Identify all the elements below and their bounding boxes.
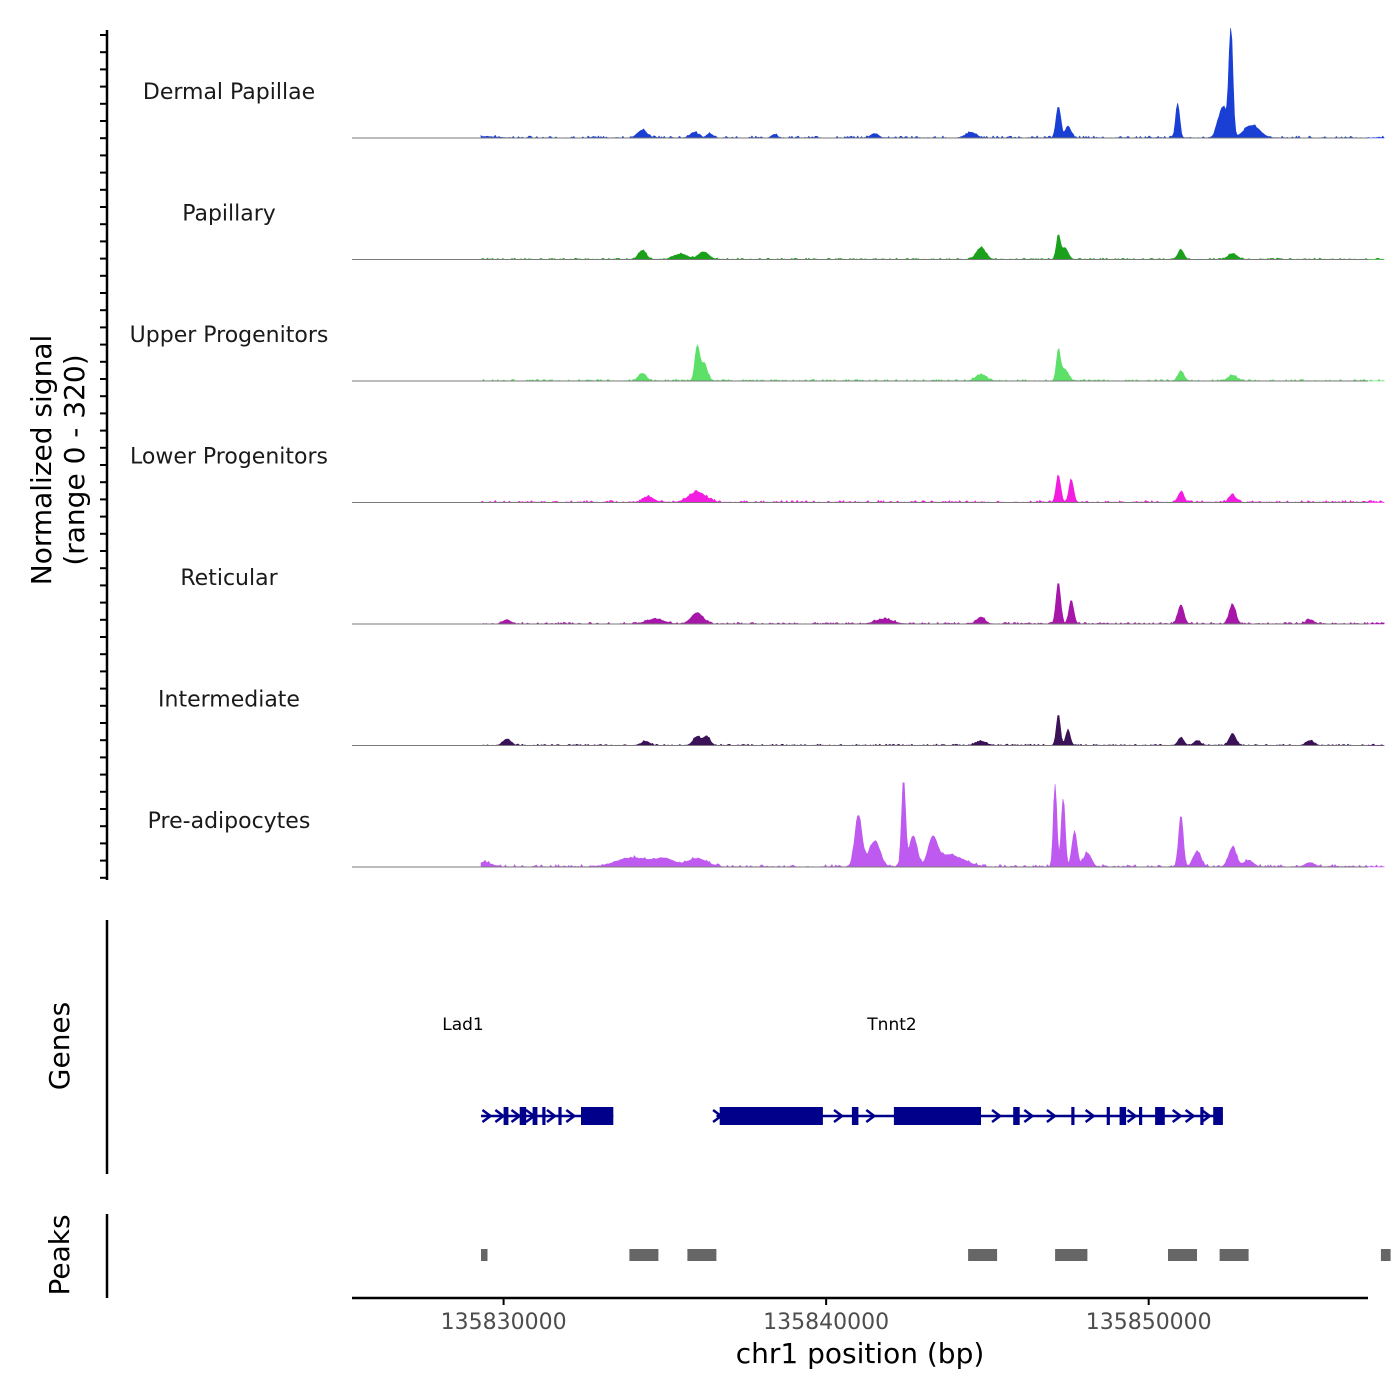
gene-exon	[893, 1107, 981, 1125]
gene-exon	[503, 1107, 509, 1125]
gene-strand-arrow	[1200, 1109, 1212, 1123]
gene-strand-arrow	[991, 1108, 1003, 1124]
peak-region	[1219, 1249, 1249, 1261]
y-axis-title-line-2: (range 0 - 320)	[58, 354, 91, 565]
gene-strand-arrow	[1184, 1109, 1196, 1123]
gene-panel: Genes Lad1 Tnnt2	[43, 920, 1223, 1174]
peak-region	[1168, 1249, 1197, 1261]
gene-strand-arrow	[494, 1109, 506, 1123]
gene-exon	[558, 1107, 562, 1125]
gene-exon	[519, 1107, 527, 1125]
gene-strand-arrow	[1046, 1109, 1057, 1123]
track-label: Reticular	[180, 566, 278, 591]
track-signal-area	[480, 782, 1385, 868]
peak-region	[687, 1249, 717, 1261]
gene-exon	[719, 1107, 823, 1125]
x-tick-label: 135830000	[441, 1310, 567, 1335]
gene-strand-arrow	[481, 1109, 493, 1123]
gene-exon	[1155, 1107, 1165, 1125]
gene-strand-arrow	[712, 1109, 724, 1123]
track-label: Dermal Papillae	[143, 80, 315, 105]
gene-exon	[851, 1107, 859, 1125]
track-intermediate: Intermediate	[158, 688, 1385, 746]
track-signal-area	[480, 474, 1385, 504]
track-signal-area	[480, 234, 1385, 260]
gene-strand-arrow	[865, 1109, 877, 1123]
track-dermal-papillae: Dermal Papillae	[143, 27, 1385, 139]
gene-exon	[1213, 1107, 1223, 1125]
gene-exon	[1106, 1107, 1110, 1125]
track-label: Lower Progenitors	[130, 445, 328, 470]
peak-panel: Peaks	[43, 1214, 1391, 1298]
track-label: Papillary	[182, 202, 276, 227]
gene-strand-arrow	[546, 1109, 558, 1123]
peak-region	[1055, 1249, 1088, 1261]
track-signal-area	[480, 583, 1385, 625]
x-axis: 135830000 135840000 135850000 chr1 position…	[352, 1296, 1368, 1370]
track-label: Upper Progenitors	[130, 323, 329, 348]
gene-exon	[1200, 1107, 1204, 1125]
gene-strand-arrow	[1084, 1109, 1096, 1123]
track-papillary: Papillary	[182, 202, 1385, 260]
peaks-panel-label: Peaks	[43, 1214, 76, 1295]
signal-axis	[100, 30, 109, 880]
gene-strand-arrow	[510, 1109, 522, 1123]
gene-exon	[581, 1107, 614, 1125]
track-upper-progenitors: Upper Progenitors	[130, 323, 1385, 382]
x-tick-label: 135840000	[763, 1310, 889, 1335]
peak-region	[629, 1249, 659, 1261]
track-signal-area	[480, 344, 1385, 382]
gene-label: Lad1	[442, 1015, 484, 1035]
peak-region	[968, 1249, 998, 1261]
gene-strand-arrow	[1023, 1109, 1035, 1123]
track-label: Intermediate	[158, 688, 300, 713]
x-tick-label: 135850000	[1086, 1310, 1212, 1335]
gene-strand-arrow	[565, 1109, 577, 1123]
gene-exon	[1013, 1107, 1020, 1125]
y-axis-title: Normalized signal (range 0 - 320)	[25, 335, 91, 586]
gene-lad1: Lad1	[442, 1015, 614, 1125]
genes-panel-label: Genes	[43, 1002, 76, 1090]
signal-tracks: Dermal Papillae Papillary Upper Progenitor…	[130, 27, 1385, 868]
y-axis-title-line-1: Normalized signal	[25, 335, 58, 586]
gene-tnnt2: Tnnt2	[712, 1015, 1223, 1125]
track-signal-area	[480, 27, 1385, 139]
gene-strand-arrow	[833, 1109, 845, 1123]
peak-region	[481, 1249, 488, 1261]
gene-label: Tnnt2	[866, 1015, 916, 1035]
track-signal-area	[480, 715, 1385, 746]
gene-strand-arrow	[1126, 1109, 1138, 1123]
peak-region	[1380, 1249, 1391, 1261]
gene-exon	[542, 1107, 546, 1125]
track-pre-adipocytes: Pre-adipocytes	[148, 782, 1385, 868]
gene-exon	[1119, 1107, 1127, 1125]
x-axis-title: chr1 position (bp)	[736, 1337, 985, 1370]
gene-exon	[1071, 1107, 1075, 1125]
track-reticular: Reticular	[180, 566, 1385, 625]
track-label: Pre-adipocytes	[148, 809, 311, 834]
gene-strand-arrow	[525, 1109, 537, 1123]
gene-exon	[1139, 1107, 1143, 1125]
track-lower-progenitors: Lower Progenitors	[130, 445, 1385, 504]
gene-strand-arrow	[1171, 1109, 1183, 1123]
